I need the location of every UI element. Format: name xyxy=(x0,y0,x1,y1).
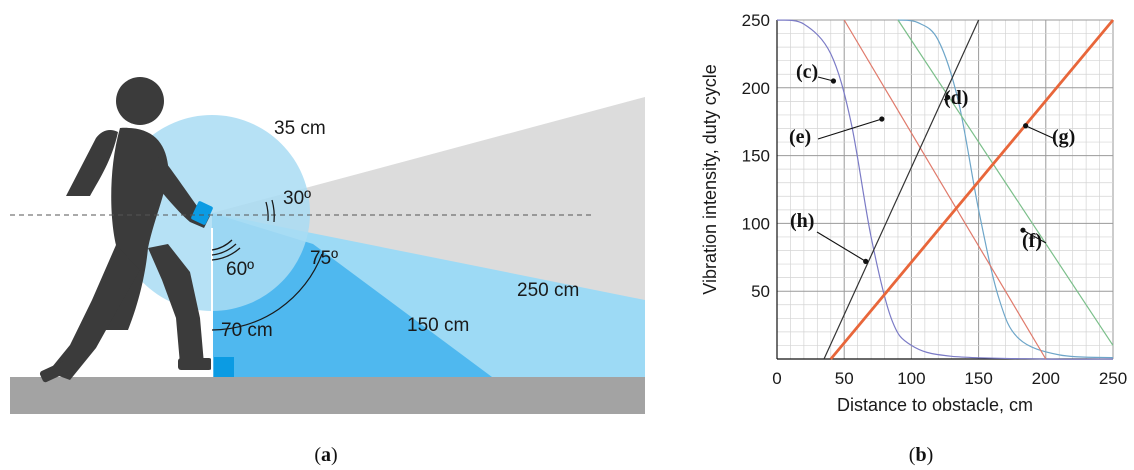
panel-a-caption: (a) xyxy=(314,444,337,466)
ground xyxy=(10,377,645,414)
angle-75-label: 75º xyxy=(310,248,338,269)
annotation-dot-h xyxy=(863,258,869,264)
annotation-label-g: (g) xyxy=(1052,126,1075,148)
series-line-f xyxy=(897,19,1114,346)
leader-line-h xyxy=(816,231,866,262)
angle-60-label: 60º xyxy=(226,259,254,280)
annotation-dot-g xyxy=(1023,123,1029,129)
series-line-c xyxy=(776,19,1114,360)
y-tick-label: 150 xyxy=(742,147,770,166)
height-marker xyxy=(214,357,234,377)
annotation-dot-e xyxy=(879,116,885,122)
leader-line-c xyxy=(817,76,834,82)
panel-b-caption: (b) xyxy=(909,444,933,466)
height-label: 70 cm xyxy=(221,320,273,341)
annotation-label-d: (d) xyxy=(944,87,968,109)
annotation-dot-d xyxy=(945,94,951,100)
y-tick-label: 50 xyxy=(751,282,770,301)
leader-line-e xyxy=(817,118,882,140)
angle-arcs xyxy=(211,199,323,331)
sensor-device-icon xyxy=(191,201,213,225)
y-tick-label: 250 xyxy=(742,11,770,30)
panel-b: (c) (d) (e) (f) (g) (h) 0 50 100 150 200 250 50 100 15… xyxy=(700,11,1127,466)
x-tick-label: 0 xyxy=(772,369,781,388)
annotation-label-e: (e) xyxy=(789,126,811,148)
leader-line-g xyxy=(1025,125,1056,140)
annotation-label-h: (h) xyxy=(790,210,814,232)
y-tick-label: 100 xyxy=(742,214,770,233)
person-icon xyxy=(39,77,212,383)
chart: (c) (d) (e) (f) (g) (h) 0 50 100 150 200 250 50 100 15… xyxy=(700,11,1127,415)
range-250-label: 250 cm xyxy=(517,280,579,301)
x-axis-label: Distance to obstacle, cm xyxy=(837,395,1033,415)
range-150-label: 150 cm xyxy=(407,315,469,336)
panel-a: 35 cm 30º 60º 75º 70 cm 150 cm 250 cm (a… xyxy=(10,77,645,466)
annotation-dot-f xyxy=(1020,227,1026,233)
x-tick-label: 100 xyxy=(897,369,925,388)
annotation-label-c: (c) xyxy=(796,61,818,83)
series-line-g xyxy=(829,19,1115,360)
x-tick-label: 250 xyxy=(1099,369,1127,388)
angle-30-label: 30º xyxy=(283,188,311,209)
annotation-label-f: (f) xyxy=(1022,230,1042,252)
annotation-dot-c xyxy=(830,78,837,84)
radius-label: 35 cm xyxy=(274,118,326,139)
x-tick-label: 150 xyxy=(964,369,992,388)
y-tick-label: 200 xyxy=(742,79,770,98)
y-axis-label: Vibration intensity, duty cycle xyxy=(700,64,720,294)
x-tick-label: 200 xyxy=(1032,369,1060,388)
leader-line-f xyxy=(1022,229,1047,244)
series-line-e xyxy=(843,19,1047,360)
series-line-h xyxy=(823,19,980,360)
x-tick-label: 50 xyxy=(835,369,854,388)
